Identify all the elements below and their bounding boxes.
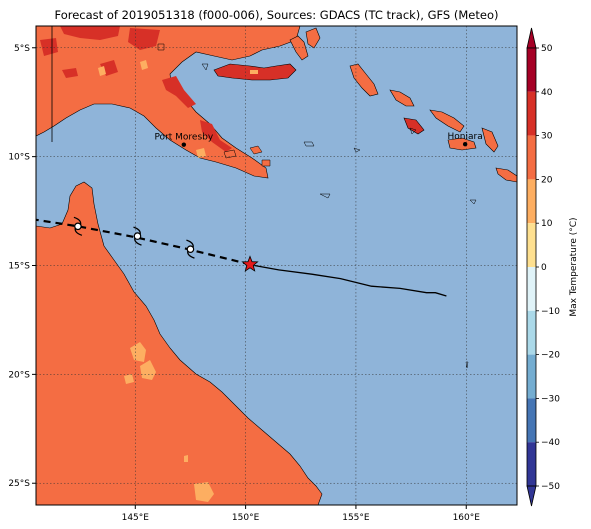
colorbar-band (527, 354, 536, 399)
forecast-track-line (36, 218, 251, 266)
new-guinea-warm-patch (196, 148, 206, 158)
new-britain-warm-patch (250, 70, 258, 74)
cyclone-symbol-icon (186, 239, 195, 259)
lon-tick-label: 155°E (342, 513, 370, 523)
new-guinea-warm-patch (98, 66, 106, 76)
colorbar-band (527, 223, 536, 267)
map-title: Forecast of 2019051318 (f000-006), Sourc… (54, 8, 499, 22)
australia-landmass (36, 181, 323, 505)
city-label: Port Moresby (154, 133, 213, 143)
colorbar-band (527, 48, 536, 92)
city-dot (181, 142, 187, 147)
small-island (201, 63, 209, 71)
gridlines (36, 26, 517, 505)
small-island (469, 199, 477, 205)
colorbar: 50 40 30 20 10 0 −10 −20 −30 −40 −50 Max Temperatur… (526, 27, 579, 507)
colorbar-tick-label: 40 (541, 88, 553, 98)
forecast-cyclone-symbols (73, 216, 195, 259)
colorbar-extend-top (526, 27, 537, 49)
small-island (157, 43, 165, 51)
colorbar-band (527, 267, 536, 311)
colorbar-tick-label: 30 (541, 132, 553, 142)
new-guinea-hot-patch (40, 38, 58, 56)
colorbar-tick-label: −30 (541, 394, 560, 404)
new-guinea-hot-patch (128, 28, 160, 50)
colorbar-band (527, 310, 536, 355)
australia-warm-patch (184, 455, 188, 462)
small-island (223, 149, 237, 159)
colorbar-tick-label: 20 (541, 175, 553, 185)
colorbar-tick-label: 10 (541, 219, 553, 229)
lat-tick-label: 15°S (8, 262, 30, 272)
small-island (409, 127, 417, 135)
small-island (261, 159, 271, 167)
lat-tick-label: 5°S (14, 44, 30, 54)
solomon-island-malaita (481, 127, 499, 153)
colorbar-tick-label: 0 (541, 263, 547, 273)
small-island (465, 361, 469, 369)
australia-warm-patch (140, 360, 156, 380)
city-markers: Port Moresby Honiara (154, 132, 483, 147)
lon-tick-label: 145°E (122, 513, 150, 523)
colorbar-band (527, 442, 536, 486)
colorbar-tick-label: −20 (541, 351, 560, 361)
small-island (249, 145, 263, 155)
lat-tick-label: 10°S (8, 153, 30, 163)
colorbar-label: Max Temperature (°C) (569, 217, 579, 316)
australia-warm-patch (130, 342, 146, 362)
lat-tick-label: 25°S (8, 479, 30, 489)
small-island (303, 141, 315, 147)
new-guinea-hot-patch (200, 120, 232, 152)
solomon-island-makira (495, 167, 517, 183)
solomon-island-choiseul (389, 89, 415, 107)
solomon-island-guadalcanal (447, 137, 477, 151)
new-guinea-hot-patch (62, 68, 78, 78)
small-island (319, 193, 331, 199)
colorbar-tick-label: −10 (541, 307, 560, 317)
small-island (353, 147, 361, 153)
city-dot (462, 142, 468, 147)
cyclone-symbol-icon (73, 216, 83, 236)
past-track-line (254, 264, 447, 297)
colorbar-band (527, 179, 536, 224)
new-guinea-hot-patch (162, 76, 196, 108)
colorbar-band (527, 398, 536, 443)
new-ireland-island (305, 27, 321, 49)
colorbar-tick-label: −50 (541, 482, 560, 492)
map-area: Port Moresby Honiara (36, 26, 517, 505)
lon-tick-label: 160°E (453, 513, 481, 523)
australia-warm-patch (194, 482, 214, 502)
new-guinea-hot-patch (60, 26, 120, 40)
axis-ticks: 145°E 150°E 155°E 160°E 5°S 10°S 15°S 20°S 25°S (8, 44, 480, 523)
solomon-island-santa-isabel (429, 109, 465, 133)
solomon-island-bougainville (349, 63, 379, 97)
colorbar-band (527, 135, 536, 180)
current-position-star-icon (241, 255, 259, 272)
australia-warm-patch (124, 374, 134, 384)
colorbar-band (527, 91, 536, 136)
lat-tick-label: 20°S (8, 370, 30, 380)
colorbar-tick-label: −40 (541, 438, 560, 448)
colorbar-extend-bottom (526, 485, 537, 507)
city-label: Honiara (448, 132, 483, 142)
lon-tick-label: 150°E (232, 513, 260, 523)
cyclone-symbol-icon (133, 226, 142, 246)
colorbar-tick-label: 50 (541, 44, 553, 54)
new-guinea-warm-patch (140, 60, 148, 70)
solomon-island-new-georgia (403, 117, 425, 135)
